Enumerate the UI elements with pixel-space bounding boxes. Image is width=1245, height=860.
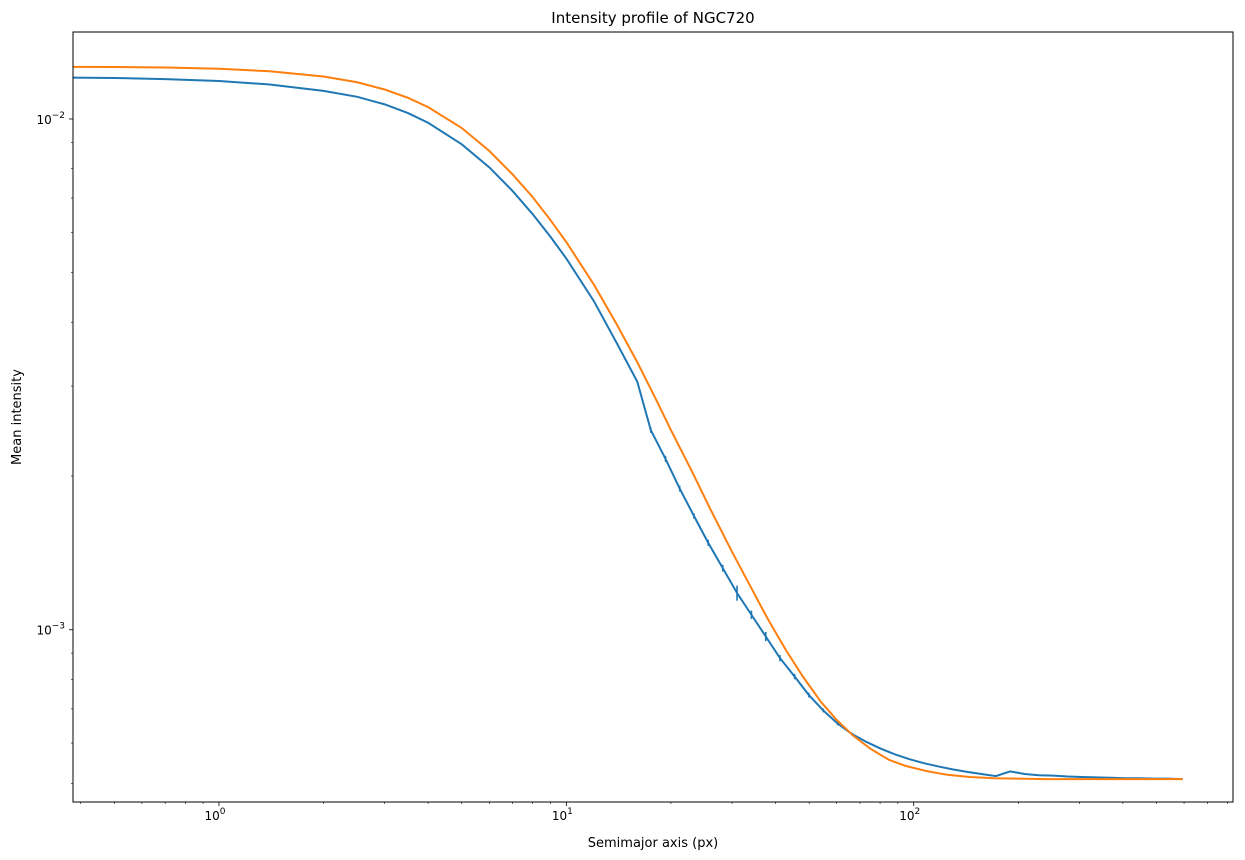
chart-title: Intensity profile of NGC720 [551, 9, 754, 27]
x-axis-label: Semimajor axis (px) [588, 836, 718, 851]
series-layer [73, 65, 1183, 781]
plot-frame [72, 31, 1234, 803]
series-1 [73, 76, 1183, 781]
series-2-line [73, 65, 1183, 781]
series-2 [73, 65, 1183, 781]
y-axis-label: Mean intensity [10, 369, 25, 465]
y-tick-label: 10−2 [36, 111, 65, 127]
y-tick-label: 10−3 [36, 622, 65, 638]
